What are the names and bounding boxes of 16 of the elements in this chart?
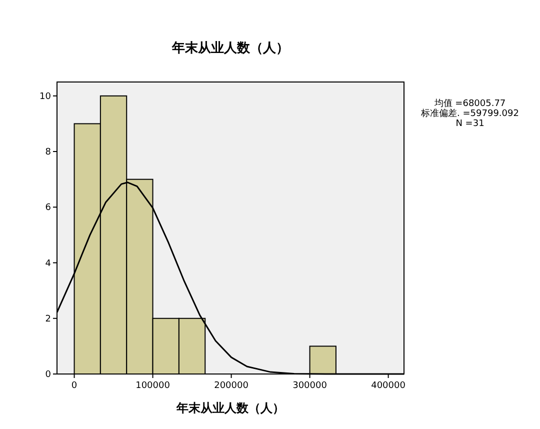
chart-title: 年末从业人数（人） <box>171 41 289 56</box>
x-tick-label: 300000 <box>292 381 328 391</box>
text: N =31 <box>456 119 484 129</box>
x-tick-label: 0 <box>71 381 78 391</box>
y-tick-label: 10 <box>40 92 52 102</box>
x-axis-title: 年末从业人数（人） <box>176 401 284 415</box>
y-tick-label: 2 <box>45 314 51 324</box>
x-tick-label: 200000 <box>214 381 249 391</box>
x-tick-label: 400000 <box>371 381 406 391</box>
text: 均值 =68005.77 <box>433 98 506 109</box>
y-tick-label: 0 <box>45 370 52 380</box>
x-tick-label: 100000 <box>136 381 170 391</box>
y-tick-label: 8 <box>45 148 52 158</box>
text: 标准偏差. =59799.092 <box>420 108 519 119</box>
y-tick-label: 6 <box>45 203 52 214</box>
y-tick-label: 4 <box>45 258 52 269</box>
